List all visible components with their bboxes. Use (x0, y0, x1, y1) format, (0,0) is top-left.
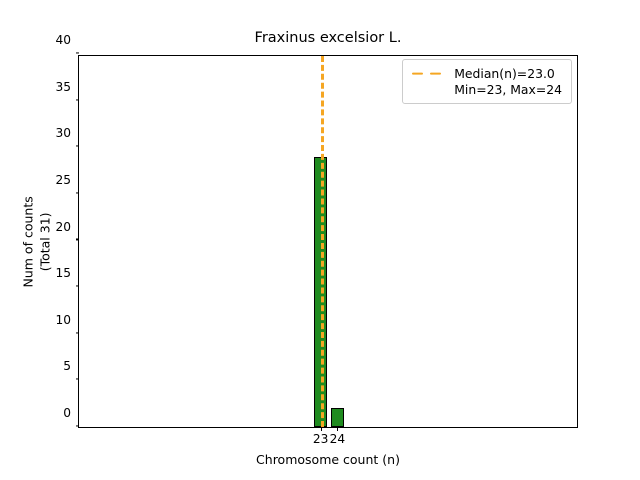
y-axis-label: Num of counts (Total 31) (18, 55, 58, 428)
y-axis-label-line1: Num of counts (21, 195, 37, 288)
y-axis-tick-label: 20 (55, 219, 71, 234)
bar (330, 408, 344, 427)
y-axis-tick-label: 5 (63, 359, 71, 374)
y-axis-tick-label: 25 (55, 172, 71, 187)
median-line (320, 56, 324, 427)
y-axis-tick-mark (75, 285, 79, 287)
plot-area: 0 5 10 15 20 25 30 35 40 23 24 Median(n)=23.0 Min… (55, 33, 578, 446)
y-axis-label-line2: (Total 31) (38, 212, 54, 271)
y-axis-tick-mark (75, 238, 79, 240)
y-axis-tick-mark (75, 145, 79, 147)
legend-entry-minmax: Min=23, Max=24 (411, 82, 562, 97)
y-axis-tick-mark (75, 378, 79, 380)
y-axis-tick-label: 0 (63, 406, 71, 420)
x-axis-label: Chromosome count (n) (256, 452, 400, 467)
legend-label-minmax: Min=23, Max=24 (454, 82, 562, 97)
y-axis-tick-mark (75, 332, 79, 334)
y-axis-tick-label: 30 (55, 126, 71, 141)
legend-label-median: Median(n)=23.0 (454, 66, 555, 81)
x-axis-tick-mark (320, 427, 322, 431)
chart-title: Fraxinus excelsior L. (254, 30, 402, 46)
y-axis-tick-mark (75, 52, 79, 54)
y-axis-tick-mark (75, 98, 79, 101)
x-axis-tick-label: 23 (312, 432, 329, 446)
legend: Median(n)=23.0 Min=23, Max=24 (402, 59, 572, 104)
legend-entry-median: Median(n)=23.0 (411, 66, 562, 81)
x-axis-tick-label: 24 (329, 432, 346, 446)
x-axis-tick-mark (337, 427, 339, 431)
y-axis-tick-mark (75, 192, 79, 194)
y-axis-tick-mark (75, 425, 79, 427)
dashed-line-icon (411, 68, 445, 80)
y-axis-tick-label: 15 (55, 266, 71, 281)
y-axis-tick-label: 35 (55, 79, 71, 94)
y-axis-tick-label: 10 (55, 312, 71, 327)
y-axis-tick-label: 40 (55, 33, 71, 47)
